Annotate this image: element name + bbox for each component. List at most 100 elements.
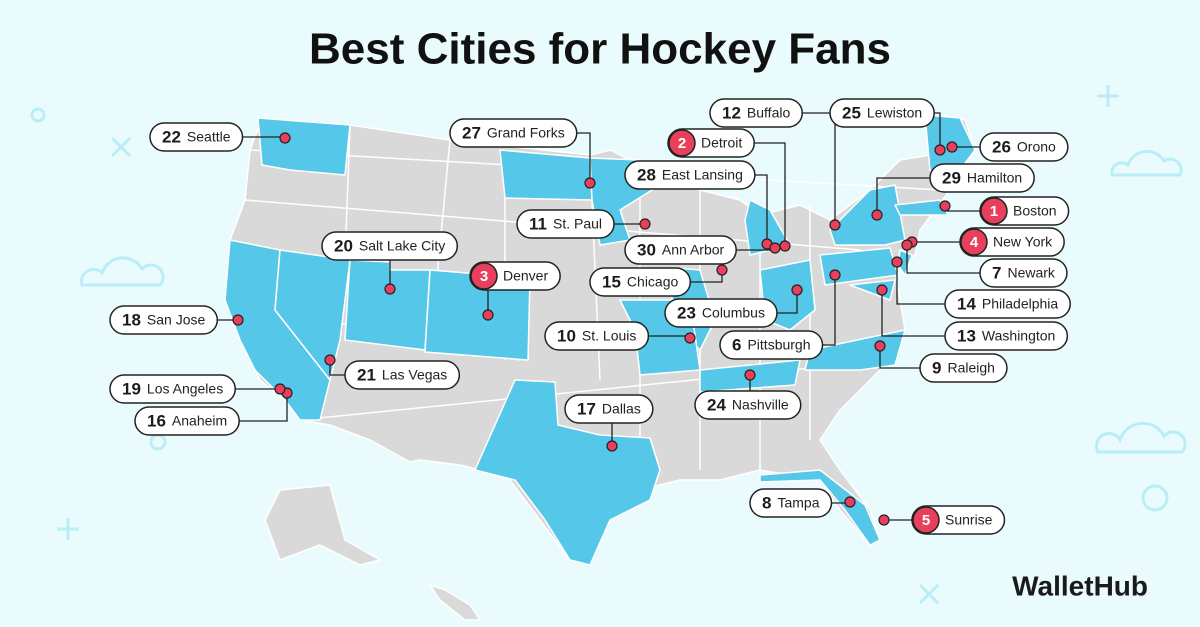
label-box [664, 298, 778, 328]
rank: 29 [942, 168, 961, 187]
title: Best Cities for Hockey Fans [309, 25, 891, 74]
rank: 23 [677, 303, 696, 322]
label-box [516, 209, 615, 239]
city-name: Seattle [187, 129, 231, 145]
city-label: 3 Denver [469, 261, 561, 291]
label-box [919, 353, 1008, 383]
city-dot [891, 256, 903, 268]
rank: 14 [957, 294, 976, 313]
city-dot [584, 177, 596, 189]
city-label: 21 Las Vegas [344, 360, 461, 390]
rank: 21 [357, 365, 376, 384]
city-name: St. Louis [582, 328, 636, 344]
leader-line [879, 346, 920, 369]
rank: 11 [529, 214, 547, 233]
rank-badge [980, 197, 1008, 225]
label-box [829, 98, 935, 128]
label-box [979, 132, 1069, 162]
city-label: 28 East Lansing [624, 160, 756, 190]
label-box [944, 289, 1071, 319]
leader-line [776, 290, 798, 314]
city-dot [779, 240, 791, 252]
rank-badge [960, 228, 988, 256]
rank: 18 [122, 310, 141, 329]
rank: 25 [842, 103, 861, 122]
city-label: 8 Tampa [749, 488, 833, 518]
label-box [134, 406, 240, 436]
city-dot [939, 200, 951, 212]
city-dot [901, 239, 913, 251]
label-box [564, 394, 654, 424]
rank: 15 [602, 272, 621, 291]
city-dot [274, 383, 286, 395]
city-dot [844, 496, 856, 508]
rank: 7 [992, 263, 1001, 282]
rank: 24 [707, 395, 726, 414]
city-label: 12 Buffalo [709, 98, 804, 128]
leader-line [896, 262, 945, 305]
city-dot [871, 209, 883, 221]
city-label: 9 Raleigh [919, 353, 1008, 383]
city-label: 2 Detroit [667, 128, 755, 158]
city-name: Boston [1013, 203, 1057, 219]
city-label: 16 Anaheim [134, 406, 240, 436]
label-box [624, 160, 756, 190]
rank-badge [470, 262, 498, 290]
rank: 1 [990, 203, 998, 220]
city-label: 24 Nashville [694, 390, 802, 420]
rank: 13 [957, 326, 976, 345]
rank: 5 [922, 512, 930, 529]
rank: 26 [992, 137, 1011, 156]
rank: 17 [577, 399, 596, 418]
city-name: Buffalo [747, 105, 791, 121]
rank: 16 [147, 411, 166, 430]
rank-badge [912, 506, 940, 534]
city-label: 27 Grand Forks [449, 118, 578, 148]
city-label: 29 Hamilton [929, 163, 1035, 193]
label-box [109, 374, 236, 404]
label-box [321, 231, 459, 261]
rank-badge [668, 129, 696, 157]
rank: 10 [557, 326, 576, 345]
city-name: Raleigh [947, 360, 994, 376]
city-dot [716, 264, 728, 276]
city-label: 23 Columbus [664, 298, 778, 328]
rank: 19 [122, 379, 141, 398]
rank: 2 [678, 135, 686, 152]
city-label: 26 Orono [979, 132, 1069, 162]
city-dot [829, 269, 841, 281]
city-name: Lewiston [867, 105, 922, 121]
leader-line [881, 290, 945, 337]
city-label: 4 New York [959, 227, 1065, 257]
leader-line [754, 142, 786, 246]
rank: 12 [722, 103, 741, 122]
us-map [224, 114, 976, 621]
city-name: Sunrise [945, 512, 993, 528]
label-box [449, 118, 578, 148]
city-dot [639, 218, 651, 230]
leader-line [239, 393, 288, 422]
city-dot [946, 141, 958, 153]
city-labels: 1 Boston 2 Detroit 3 Denver 4 New York 5 Sunrise 6… [109, 98, 1071, 535]
city-label: 30 Ann Arbor [624, 235, 737, 265]
city-name: Los Angeles [147, 381, 223, 397]
city-name: New York [993, 234, 1053, 250]
city-dot [791, 284, 803, 296]
city-name: Hamilton [967, 170, 1022, 186]
city-name: Anaheim [172, 413, 227, 429]
city-dot [874, 340, 886, 352]
city-name: Washington [982, 328, 1055, 344]
city-name: Pittsburgh [747, 337, 810, 353]
city-name: Salt Lake City [359, 238, 445, 254]
label-box [959, 227, 1065, 257]
city-name: Tampa [777, 495, 819, 511]
leader-line [822, 275, 836, 346]
label-box [979, 258, 1068, 288]
city-dot [384, 283, 396, 295]
label-box [709, 98, 804, 128]
rank: 28 [637, 165, 656, 184]
label-box [109, 305, 219, 335]
city-name: Chicago [627, 274, 679, 290]
